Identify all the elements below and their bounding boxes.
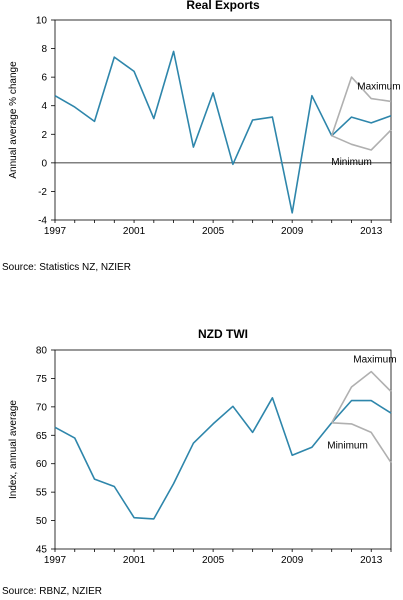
x-tick-label: 2005 [202,555,225,566]
y-tick-label: 10 [36,16,48,27]
series-line-main [54,50,392,214]
y-tick-label: 6 [41,73,47,84]
y-axis-label: Annual average % change [8,61,19,179]
series-annotation-minimum: Minimum [327,440,368,451]
series-annotation-minimum: Minimum [331,157,372,168]
x-tick-label: 1997 [44,226,67,237]
series-line-minimum [331,129,392,151]
series-annotation-maximum: Maximum [357,82,400,93]
y-tick-label: -2 [38,187,47,198]
plot-frame [54,19,392,221]
x-tick-label: 2009 [281,226,304,237]
y-axis-label: Index, annual average [8,400,19,499]
series-annotation-maximum: Maximum [353,355,396,366]
x-tick-label: 2013 [360,226,383,237]
y-tick-label: 60 [36,459,48,470]
y-tick-label: 55 [36,488,48,499]
chart-title: NZD TWI [198,327,248,341]
source-note: Source: Statistics NZ, NZIER [2,262,131,273]
x-tick-label: 2009 [281,555,304,566]
x-tick-label: 2013 [360,555,383,566]
y-tick-label: 80 [36,346,48,357]
y-tick-label: 70 [36,402,48,413]
series-line-maximum [330,370,392,424]
y-tick-label: 65 [36,431,48,442]
y-tick-label: 50 [36,516,48,527]
x-tick-label: 2005 [202,226,225,237]
series-line-maximum [330,76,392,136]
y-tick-label: 0 [41,158,47,169]
y-tick-label: -4 [38,216,47,227]
y-tick-label: 45 [36,545,48,556]
series-line-main [54,396,392,520]
y-tick-label: 2 [41,130,47,141]
y-tick-label: 4 [41,101,47,112]
x-tick-label: 1997 [44,555,67,566]
y-tick-label: 75 [36,374,48,385]
x-tick-label: 2001 [123,555,146,566]
source-note: Source: RBNZ, NZIER [2,586,102,597]
y-tick-label: 8 [41,44,47,55]
series-line-minimum [331,422,392,464]
x-tick-label: 2001 [123,226,146,237]
chart-title: Real Exports [186,0,260,12]
plot-frame [54,349,392,550]
